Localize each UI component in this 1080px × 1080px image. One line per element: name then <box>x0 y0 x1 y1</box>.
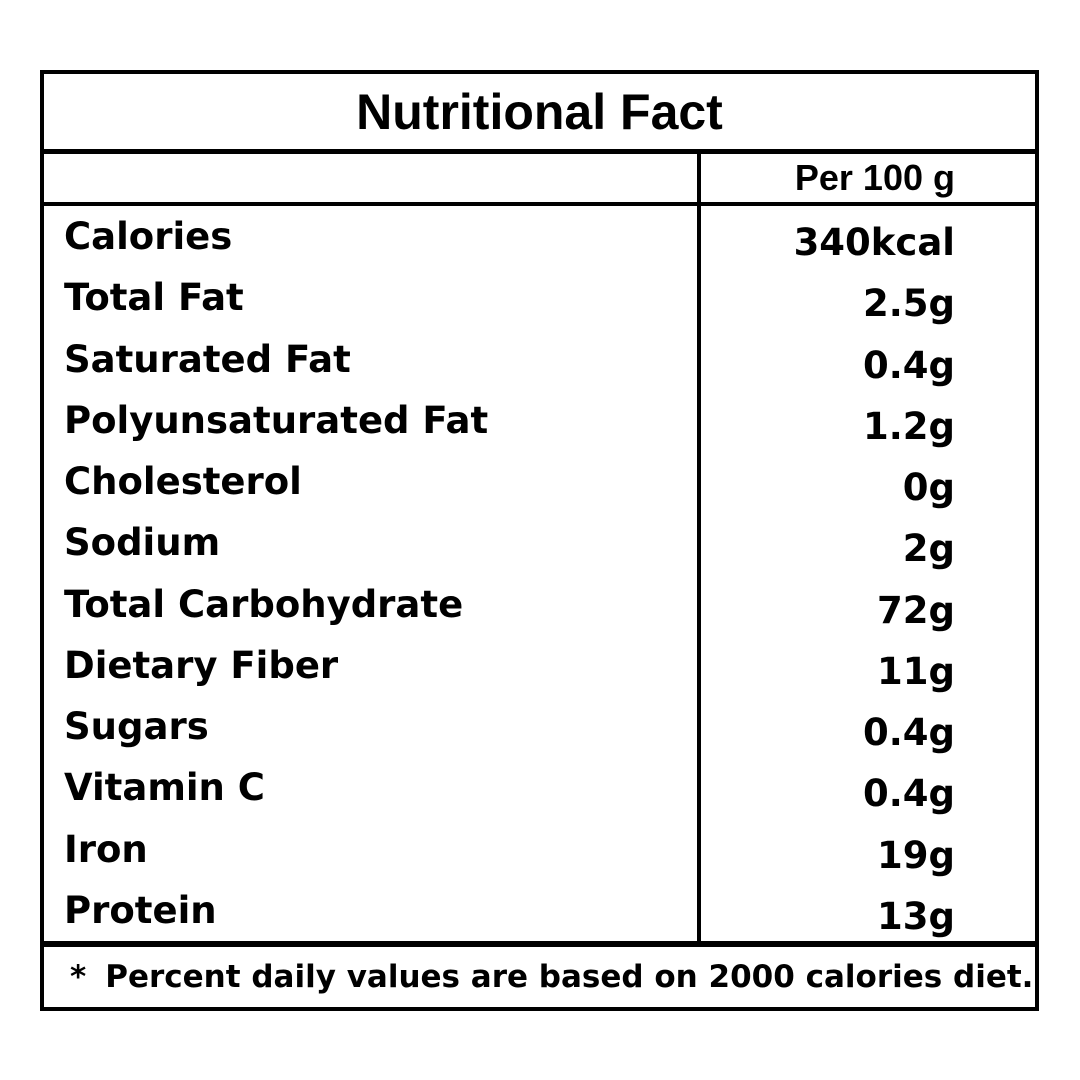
column-header-spacer <box>44 154 697 202</box>
table-row: Sugars 0.4g <box>44 696 1035 758</box>
column-header-per-100g: Per 100 g <box>697 154 1035 202</box>
nutrient-label: Sugars <box>64 705 209 749</box>
footnote-text: Percent daily values are based on 2000 c… <box>105 959 1034 995</box>
nutrient-value: 0.4g <box>697 757 1035 819</box>
nutrient-value: 1.2g <box>697 389 1035 451</box>
table-row: Saturated Fat 0.4g <box>44 328 1035 390</box>
table-title: Nutritional Fact <box>44 74 1035 154</box>
table-row: Sodium 2g <box>44 512 1035 574</box>
table-row: Cholesterol 0g <box>44 451 1035 513</box>
column-header-row: Per 100 g <box>44 154 1035 206</box>
nutrient-label: Calories <box>64 215 233 259</box>
nutrient-label: Cholesterol <box>64 460 302 504</box>
nutrient-label: Vitamin C <box>64 766 265 810</box>
nutrient-value: 2g <box>697 512 1035 574</box>
nutrient-value: 340kcal <box>697 206 1035 268</box>
table-row: Polyunsaturated Fat 1.2g <box>44 389 1035 451</box>
nutrient-label: Saturated Fat <box>64 337 351 381</box>
nutrient-label: Total Fat <box>64 276 244 320</box>
nutrient-label: Polyunsaturated Fat <box>64 398 489 442</box>
nutrient-label: Iron <box>64 827 148 871</box>
nutrition-facts-table: Nutritional Fact Per 100 g Calories 340k… <box>40 70 1039 1011</box>
table-row: Vitamin C 0.4g <box>44 757 1035 819</box>
nutrient-value: 13g <box>697 879 1035 941</box>
table-row: Iron 19g <box>44 818 1035 880</box>
nutrient-value: 0g <box>697 451 1035 513</box>
table-row: Calories 340kcal <box>44 206 1035 268</box>
nutrient-value: 0.4g <box>697 696 1035 758</box>
nutrient-label: Dietary Fiber <box>64 643 339 687</box>
table-row: Dietary Fiber 11g <box>44 634 1035 696</box>
nutrient-value: 72g <box>697 573 1035 635</box>
nutrient-label: Protein <box>64 888 217 932</box>
table-row: Protein 13g <box>44 879 1035 941</box>
table-row: Total Carbohydrate 72g <box>44 573 1035 635</box>
nutrient-label: Total Carbohydrate <box>64 582 464 626</box>
footnote-asterisk: * <box>70 959 87 995</box>
footnote: * Percent daily values are based on 2000… <box>44 947 1035 1007</box>
nutrient-value: 0.4g <box>697 328 1035 390</box>
nutrient-label: Sodium <box>64 521 221 565</box>
nutrient-value: 2.5g <box>697 267 1035 329</box>
nutrient-value: 19g <box>697 818 1035 880</box>
nutrient-value: 11g <box>697 634 1035 696</box>
table-row: Total Fat 2.5g <box>44 267 1035 329</box>
table-body: Calories 340kcal Total Fat 2.5g Saturate… <box>44 206 1035 947</box>
